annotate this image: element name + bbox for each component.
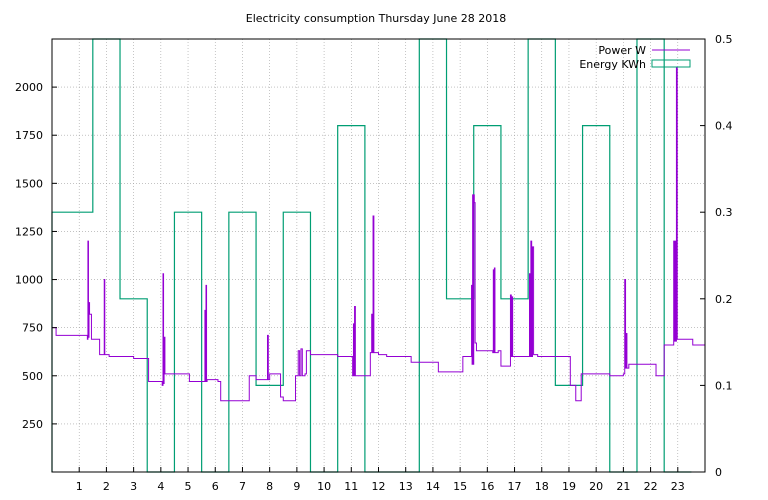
y-tick-label: 2000 bbox=[15, 81, 43, 94]
x-tick-label: 2 bbox=[103, 480, 110, 493]
x-tick-label: 7 bbox=[239, 480, 246, 493]
y2-tick-label: 0 bbox=[715, 466, 722, 479]
x-tick-label: 12 bbox=[372, 480, 386, 493]
y-axis-ticks: 250 500 750 1000 1250 1500 1750 2000 bbox=[15, 81, 57, 431]
y-tick-label: 1250 bbox=[15, 225, 43, 238]
legend-swatch-energy bbox=[651, 59, 691, 68]
chart-title: Electricity consumption Thursday June 28… bbox=[246, 12, 506, 25]
x-axis-ticks: 1 2 3 4 5 6 7 8 9 10 11 12 13 14 15 16 17 18 19 20 21 22 23 bbox=[76, 467, 685, 493]
y-tick-label: 1000 bbox=[15, 274, 43, 287]
y-tick-label: 750 bbox=[22, 322, 43, 335]
x-tick-label: 13 bbox=[399, 480, 413, 493]
legend-label-power: Power W bbox=[598, 44, 646, 57]
x-tick-label: 4 bbox=[157, 480, 164, 493]
y2-tick-label: 0.4 bbox=[715, 120, 733, 133]
y-tick-label: 1500 bbox=[15, 177, 43, 190]
x-tick-label: 15 bbox=[453, 480, 467, 493]
grid bbox=[52, 39, 705, 472]
legend: Power W Energy KWh bbox=[579, 44, 691, 71]
x-tick-label: 8 bbox=[266, 480, 273, 493]
x-tick-label: 23 bbox=[671, 480, 685, 493]
power-series-line bbox=[52, 67, 705, 402]
energy-series-line bbox=[51, 38, 692, 473]
x-tick-label: 11 bbox=[344, 480, 358, 493]
x-tick-label: 19 bbox=[562, 480, 576, 493]
power-series-layer bbox=[52, 67, 705, 402]
legend-item-energy: Energy KWh bbox=[579, 58, 691, 71]
x-tick-label: 6 bbox=[212, 480, 219, 493]
x-tick-label: 10 bbox=[317, 480, 331, 493]
y2-tick-label: 0.3 bbox=[715, 206, 733, 219]
y-tick-label: 500 bbox=[22, 370, 43, 383]
legend-item-power: Power W bbox=[598, 44, 690, 57]
x-tick-label: 22 bbox=[644, 480, 658, 493]
x-tick-label: 21 bbox=[616, 480, 630, 493]
x-tick-label: 16 bbox=[480, 480, 494, 493]
y2-tick-label: 0.1 bbox=[715, 379, 733, 392]
energy-series-layer bbox=[51, 38, 692, 473]
x-tick-label: 3 bbox=[130, 480, 137, 493]
x-tick-label: 20 bbox=[589, 480, 603, 493]
x-tick-label: 17 bbox=[508, 480, 522, 493]
y2-tick-label: 0.5 bbox=[715, 33, 733, 46]
y-tick-label: 1750 bbox=[15, 129, 43, 142]
x-tick-label: 18 bbox=[535, 480, 549, 493]
x-tick-label: 14 bbox=[426, 480, 440, 493]
y2-axis-ticks: 0 0.1 0.2 0.3 0.4 0.5 bbox=[700, 33, 733, 479]
x-tick-label: 1 bbox=[76, 480, 83, 493]
y-tick-label: 250 bbox=[22, 418, 43, 431]
legend-label-energy: Energy KWh bbox=[579, 58, 646, 71]
x-tick-label: 9 bbox=[293, 480, 300, 493]
y2-tick-label: 0.2 bbox=[715, 293, 733, 306]
x-tick-label: 5 bbox=[185, 480, 192, 493]
